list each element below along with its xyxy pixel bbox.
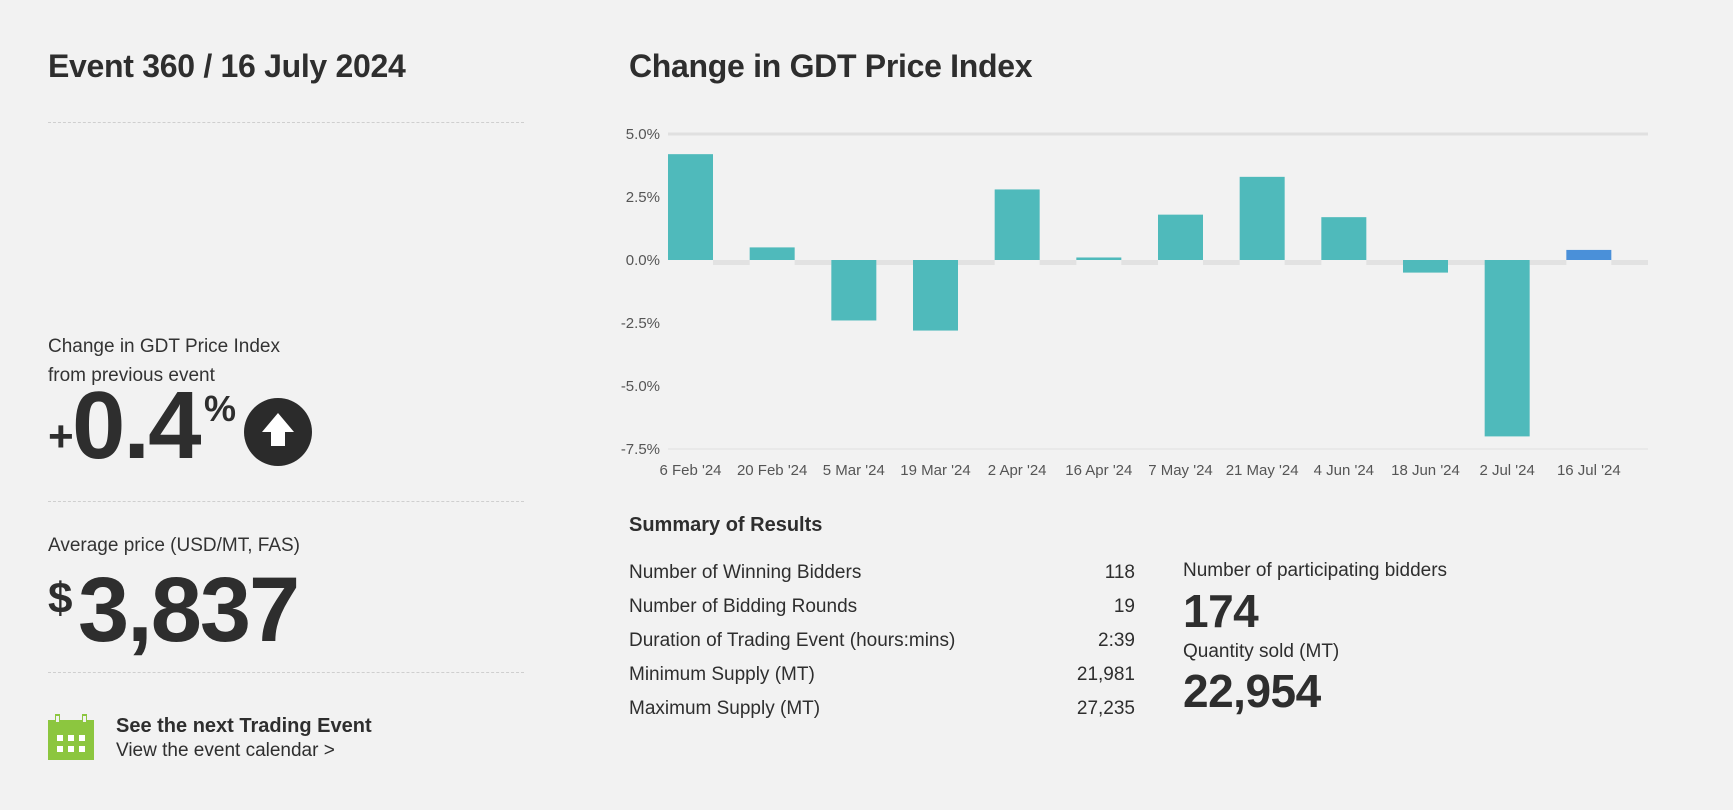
summary-row-value: 27,235 [1076, 698, 1135, 719]
quantity-sold-value: 22,954 [1183, 665, 1321, 717]
x-tick-label: 6 Feb '24 [659, 462, 721, 479]
zero-gap-segment [1611, 260, 1648, 265]
x-tick-label: 16 Apr '24 [1065, 462, 1132, 479]
summary-row-value: 21,981 [1076, 664, 1135, 685]
change-sign: + [48, 412, 74, 461]
change-label-line2: from previous event [48, 365, 215, 386]
zero-gap-segment [1529, 260, 1567, 265]
price-index-chart: 5.0% 2.5% 0.0% -2.5% -5.0% -7.5% 6 Feb '24 20 F… [621, 126, 1648, 479]
average-price-number: 3,837 [78, 559, 300, 661]
bar-16-apr-24 [1076, 257, 1122, 260]
average-price-label: Average price (USD/MT, FAS) [48, 535, 301, 556]
zero-gap-segment [876, 260, 913, 265]
zero-gap-segment [1039, 260, 1077, 265]
summary-row: Duration of Trading Event (hours:mins) 2:… [629, 624, 1135, 658]
bar-6-feb-24 [668, 154, 713, 260]
event-title: Event 360 / 16 July 2024 [48, 48, 406, 84]
divider [48, 672, 524, 673]
summary-row-label: Minimum Supply (MT) [629, 664, 815, 685]
summary-title: Summary of Results [629, 514, 823, 536]
summary-row: Minimum Supply (MT) 21,981 [629, 658, 1135, 692]
arrow-up-icon [244, 398, 312, 466]
summary-row-label: Duration of Trading Event (hours:mins) [629, 630, 956, 651]
y-tick-label: -2.5% [621, 315, 660, 332]
change-label: Change in GDT Price Index from previous … [48, 332, 280, 390]
zero-gap-segment [794, 260, 832, 265]
divider [48, 501, 524, 502]
bar-19-mar-24 [913, 260, 958, 331]
x-tick-label: 21 May '24 [1226, 462, 1299, 479]
y-tick-label: -5.0% [621, 378, 660, 395]
change-number: 0.4 [72, 372, 201, 479]
summary-row: Maximum Supply (MT) 27,235 [629, 692, 1135, 726]
summary-row: Number of Winning Bidders 118 [629, 556, 1135, 590]
bar-2-jul-24 [1484, 260, 1530, 437]
bar-5-mar-24 [831, 260, 877, 321]
zero-gap-segment [1121, 260, 1158, 265]
zero-gap-segment [1203, 260, 1240, 265]
bar-18-jun-24 [1403, 260, 1448, 273]
event-calendar-link[interactable]: View the event calendar > [116, 740, 335, 761]
participating-bidders-label: Number of participating bidders [1183, 560, 1448, 581]
summary-row-value: 19 [1113, 596, 1135, 617]
x-tick-label: 4 Jun '24 [1314, 462, 1374, 479]
bar-2-apr-24 [994, 189, 1040, 260]
x-tick-label: 7 May '24 [1148, 462, 1213, 479]
zero-gap-segment [1284, 260, 1322, 265]
x-tick-label: 2 Jul '24 [1479, 462, 1534, 479]
zero-gap-segment [713, 260, 750, 265]
x-tick-label: 2 Apr '24 [988, 462, 1047, 479]
bar-20-feb-24 [749, 247, 795, 260]
participating-bidders-value: 174 [1183, 585, 1259, 637]
summary-row-label: Maximum Supply (MT) [629, 698, 821, 719]
average-price-value: $ 3,837 [48, 562, 368, 662]
bar-21-may-24 [1239, 176, 1285, 260]
summary-row-label: Number of Winning Bidders [629, 562, 862, 583]
change-label-line1: Change in GDT Price Index [48, 336, 280, 357]
summary-row-value: 118 [1104, 562, 1135, 583]
x-tick-label: 16 Jul '24 [1557, 462, 1621, 479]
y-tick-label: 2.5% [626, 189, 660, 206]
x-tick-label: 18 Jun '24 [1391, 462, 1460, 479]
x-tick-label: 20 Feb '24 [737, 462, 807, 479]
calendar-icon[interactable] [48, 714, 94, 760]
summary-row-value: 2:39 [1098, 630, 1135, 651]
y-tick-label: 0.0% [626, 252, 660, 269]
bar-16-jul-24 [1566, 249, 1612, 260]
bar-4-jun-24 [1321, 217, 1367, 260]
change-unit: % [204, 388, 237, 429]
summary-table: Number of Winning Bidders 118 Number of Bi… [629, 556, 1135, 726]
y-tick-label: 5.0% [626, 126, 660, 143]
summary-row: Number of Bidding Rounds 19 [629, 590, 1135, 624]
currency-symbol: $ [48, 574, 73, 623]
x-tick-label: 19 Mar '24 [900, 462, 970, 479]
zero-gap-segment [1366, 260, 1403, 265]
zero-gap-segment [958, 260, 995, 265]
next-event-title[interactable]: See the next Trading Event [116, 715, 372, 737]
zero-gap-segment [1448, 260, 1485, 265]
quantity-sold-label: Quantity sold (MT) [1183, 641, 1340, 662]
change-value: + 0.4 % [48, 378, 368, 488]
chart-title: Change in GDT Price Index [629, 48, 1033, 84]
x-tick-label: 5 Mar '24 [823, 462, 885, 479]
divider [48, 122, 524, 123]
y-tick-label: -7.5% [621, 441, 660, 458]
bar-7-may-24 [1158, 214, 1203, 260]
summary-row-label: Number of Bidding Rounds [629, 596, 858, 617]
